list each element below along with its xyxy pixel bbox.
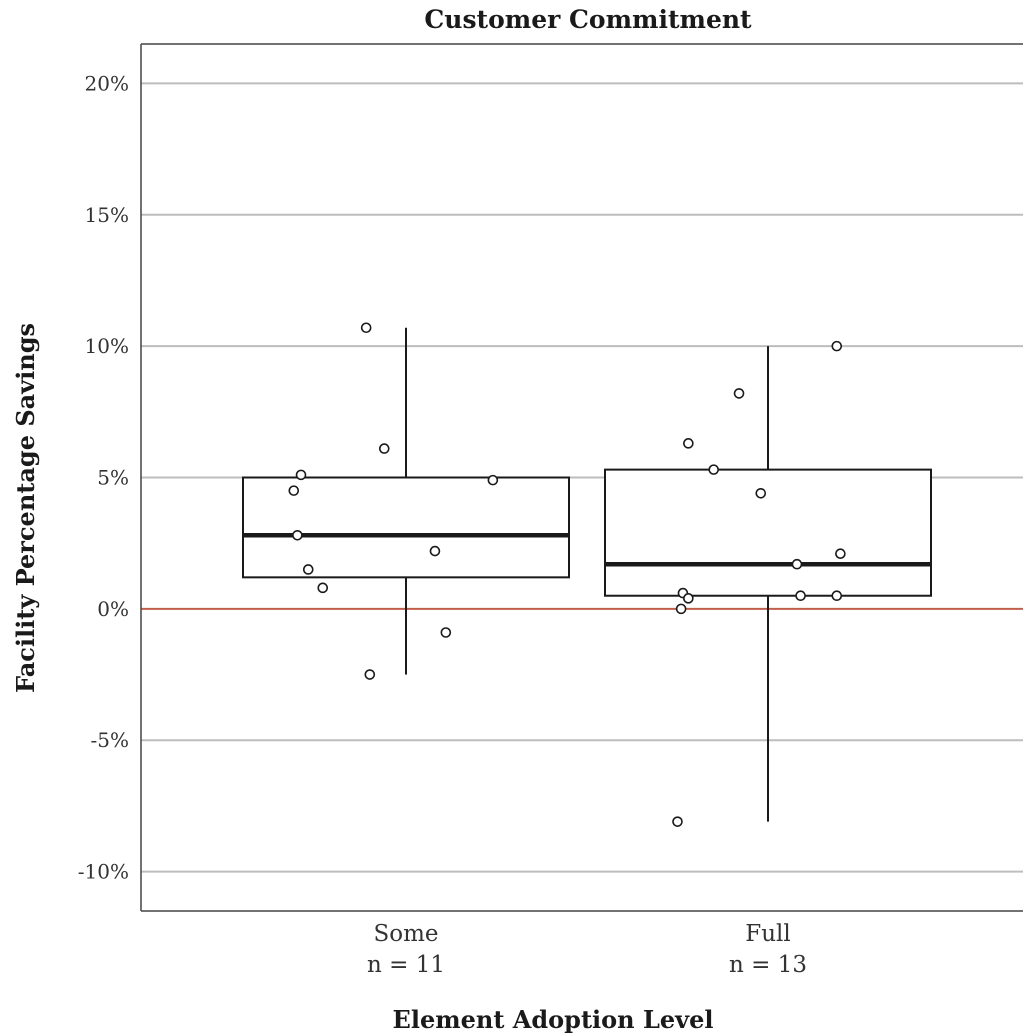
x-tick-sample-size: n = 13 — [729, 952, 807, 978]
data-point — [831, 590, 843, 602]
x-tick-sample-size: n = 11 — [367, 952, 445, 978]
point-layer — [288, 322, 846, 827]
data-point — [672, 816, 683, 827]
y-tick-label: 5% — [97, 466, 129, 490]
y-tick-label: 10% — [85, 334, 129, 358]
x-tick-label: Some — [373, 921, 438, 947]
chart-title: Customer Commitment — [424, 5, 752, 34]
y-axis-title: Facility Percentage Savings — [11, 323, 40, 693]
box-layer — [242, 327, 932, 822]
data-point — [440, 627, 452, 638]
data-point — [683, 593, 694, 604]
data-point — [317, 582, 329, 594]
data-point — [791, 558, 803, 570]
data-point — [292, 529, 303, 541]
y-tick-label: 20% — [85, 71, 129, 95]
data-point — [360, 322, 372, 334]
data-point — [795, 590, 806, 602]
y-tick-label: -10% — [78, 860, 129, 884]
data-point — [288, 485, 300, 496]
data-point — [675, 603, 687, 615]
data-point — [378, 443, 390, 454]
data-point — [295, 469, 307, 481]
data-point — [683, 438, 694, 449]
x-tick-labels: Some n = 11 Full n = 13 — [367, 921, 807, 978]
y-tick-label: -5% — [91, 728, 130, 752]
y-tick-labels: -10% -5% 0% 5% 10% 15% 20% — [78, 71, 129, 883]
y-tick-label: 0% — [97, 597, 129, 621]
data-point — [755, 487, 767, 499]
data-point — [364, 669, 376, 680]
y-tick-label: 15% — [85, 203, 129, 227]
data-point — [835, 548, 846, 559]
data-point — [708, 464, 720, 475]
data-point — [733, 388, 745, 399]
data-point — [487, 474, 499, 486]
x-tick-label: Full — [745, 921, 790, 947]
data-point — [302, 564, 314, 575]
data-point — [429, 545, 441, 557]
data-point — [831, 340, 843, 352]
box-full — [604, 468, 932, 597]
x-axis-title: Element Adoption Level — [393, 1005, 714, 1034]
